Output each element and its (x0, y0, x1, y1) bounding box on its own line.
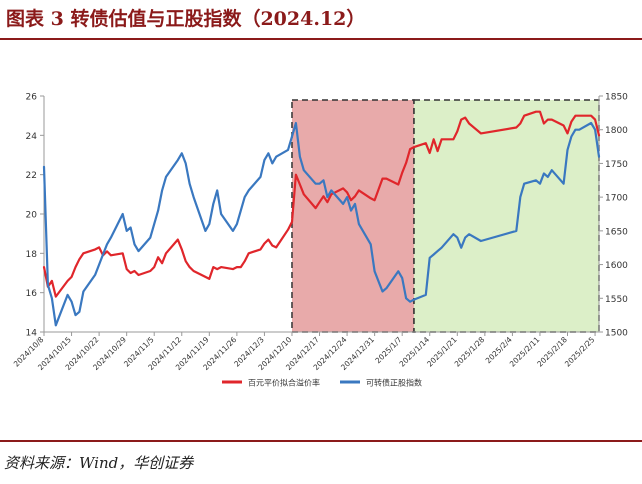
right-tick-label: 1650 (605, 227, 628, 237)
left-tick-label: 14 (26, 329, 38, 339)
left-tick-label: 26 (26, 93, 38, 103)
x-tick-label: 2025/2/25 (563, 335, 597, 369)
series-line-index (42, 121, 601, 327)
figure-title: 图表 3 转债估值与正股指数（2024.12） (6, 8, 366, 30)
right-tick-label: 1500 (605, 329, 628, 339)
shaded-regions (291, 99, 600, 333)
left-tick-label: 20 (26, 211, 38, 221)
right-tick-label: 1850 (605, 93, 628, 103)
shaded-region-red (291, 99, 415, 333)
source-note: 资料来源：Wind，华创证券 (4, 454, 194, 472)
right-tick-label: 1750 (605, 160, 628, 170)
left-tick-label: 22 (26, 171, 37, 181)
series-line-premium (42, 110, 601, 298)
source-rule (0, 440, 642, 442)
legend-label: 可转债正股指数 (366, 378, 422, 388)
line-chart: 14 16 18 20 22 24 26 1500 1550 1600 1650 1700 1750 18… (12, 93, 628, 388)
right-tick-label: 1600 (605, 261, 628, 271)
series-lines (42, 110, 601, 327)
left-tick-label: 24 (26, 132, 38, 142)
x-tick-label: 2025/1/28 (453, 335, 487, 369)
right-tick-label: 1800 (605, 126, 628, 136)
left-tick-label: 16 (26, 289, 38, 299)
right-tick-label: 1550 (605, 295, 628, 305)
right-tick-label: 1700 (605, 194, 628, 204)
legend: 百元平价拟合溢价率 可转债正股指数 (222, 378, 422, 388)
left-tick-label: 18 (26, 250, 38, 260)
legend-label: 百元平价拟合溢价率 (248, 378, 320, 388)
title-rule (0, 38, 642, 40)
